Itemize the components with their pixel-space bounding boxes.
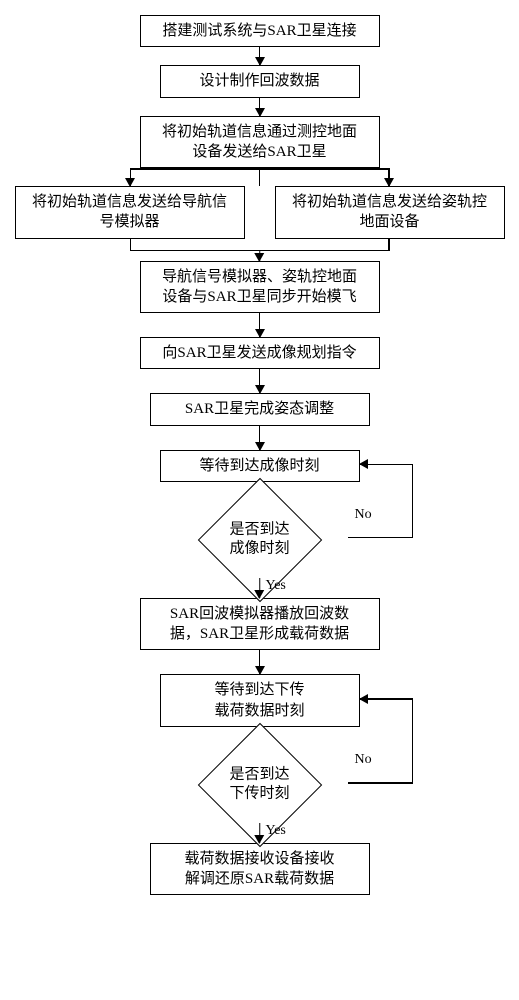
arrow — [259, 426, 261, 450]
node-send-imaging-plan: 向SAR卫星发送成像规划指令 — [140, 337, 380, 369]
arrow — [259, 369, 261, 393]
node-send-attitude-ground: 将初始轨道信息发送给姿轨控 地面设备 — [275, 186, 505, 239]
node-receive-demod: 载荷数据接收设备接收 解调还原SAR载荷数据 — [150, 843, 370, 896]
node-send-nav-sim: 将初始轨道信息发送给导航信 号模拟器 — [15, 186, 245, 239]
node-design-echo: 设计制作回波数据 — [160, 65, 360, 97]
merge-connector — [15, 239, 505, 261]
label-yes: Yes — [266, 578, 286, 594]
node-send-orbit-info: 将初始轨道信息通过测控地面 设备发送给SAR卫星 — [140, 116, 380, 169]
loop-downlink-time: 等待到达下传 载荷数据时刻 是否到达 下传时刻 No — [160, 674, 360, 823]
node-build-system: 搭建测试系统与SAR卫星连接 — [140, 15, 380, 47]
decision-imaging-time: 是否到达 成像时刻 — [172, 502, 348, 578]
loop-imaging-time: 等待到达成像时刻 是否到达 成像时刻 No — [160, 450, 360, 578]
node-echo-playback: SAR回波模拟器播放回波数 据，SAR卫星形成载荷数据 — [140, 598, 380, 651]
arrow — [259, 47, 261, 65]
split-branch: 将初始轨道信息发送给导航信 号模拟器 将初始轨道信息发送给姿轨控 地面设备 — [15, 186, 505, 239]
label-no: No — [355, 752, 372, 768]
arrow — [259, 650, 261, 674]
decision-downlink-time: 是否到达 下传时刻 — [172, 747, 348, 823]
node-sync-start: 导航信号模拟器、姿轨控地面 设备与SAR卫星同步开始模飞 — [140, 261, 380, 314]
arrow — [259, 578, 261, 598]
flowchart-root: 搭建测试系统与SAR卫星连接 设计制作回波数据 将初始轨道信息通过测控地面 设备… — [15, 15, 505, 895]
arrow — [259, 98, 261, 116]
arrow — [259, 313, 261, 337]
label-yes: Yes — [266, 823, 286, 839]
node-wait-downlink: 等待到达下传 载荷数据时刻 — [160, 674, 360, 727]
node-attitude-adjust: SAR卫星完成姿态调整 — [150, 393, 370, 425]
connector — [259, 168, 261, 186]
label-no: No — [355, 507, 372, 523]
arrow — [259, 823, 261, 843]
